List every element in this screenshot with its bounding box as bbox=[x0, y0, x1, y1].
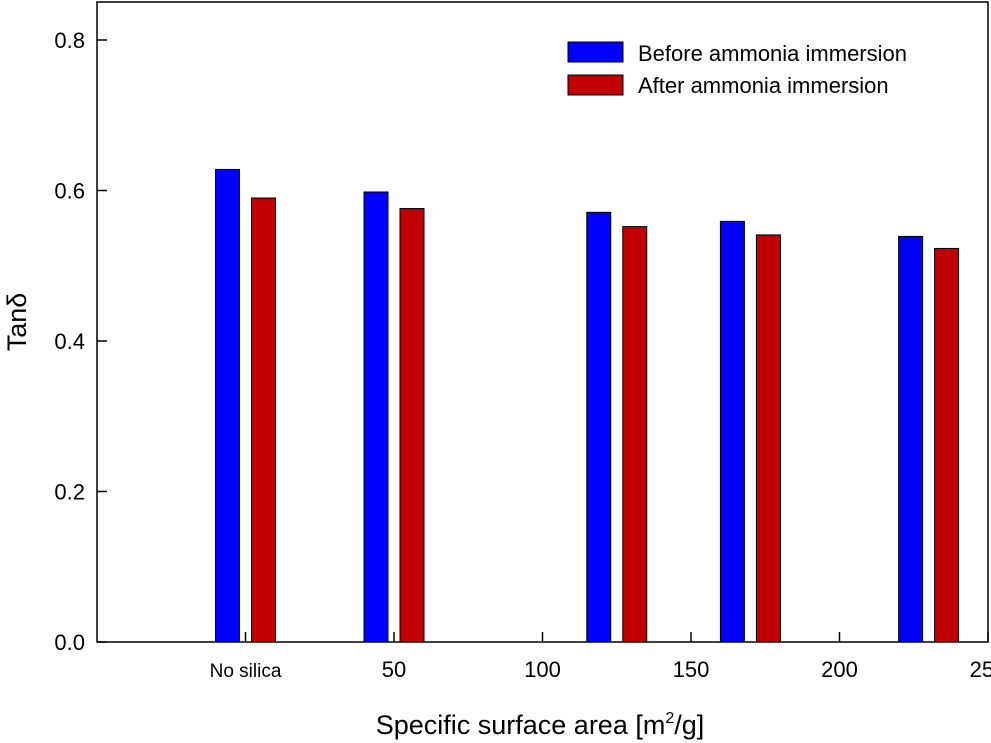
y-axis: 0.0 0.2 0.4 0.6 0.8 bbox=[54, 28, 107, 655]
bars bbox=[215, 168, 960, 643]
bar-after-4 bbox=[934, 247, 960, 643]
legend-swatch-after bbox=[567, 74, 624, 96]
x-axis: No silica 50 100 150 200 250 bbox=[210, 632, 991, 682]
x-tick-label: 200 bbox=[821, 657, 858, 682]
legend-label-after: After ammonia immersion bbox=[638, 73, 889, 98]
y-tick-label: 0.0 bbox=[54, 630, 85, 655]
x-tick-label: No silica bbox=[210, 661, 282, 682]
x-tick-label: 50 bbox=[382, 657, 406, 682]
bar-after-2 bbox=[622, 226, 648, 643]
bar-after-1 bbox=[399, 208, 425, 643]
x-tick-label: 150 bbox=[673, 657, 710, 682]
legend-swatch-before bbox=[567, 41, 624, 63]
bar-before-4 bbox=[898, 235, 924, 643]
legend: Before ammonia immersion After ammonia i… bbox=[567, 41, 907, 98]
y-axis-title: Tanδ bbox=[2, 293, 32, 352]
x-tick-label: 100 bbox=[524, 657, 561, 682]
y-tick-label: 0.8 bbox=[54, 28, 85, 53]
bar-after-0 bbox=[251, 197, 276, 643]
bar-after-3 bbox=[755, 234, 781, 643]
x-tick-label: 250 bbox=[970, 657, 991, 682]
bar-before-2 bbox=[586, 211, 612, 643]
x-axis-title: Specific surface area [m2/g] bbox=[376, 710, 705, 740]
y-tick-label: 0.2 bbox=[54, 480, 85, 505]
legend-label-before: Before ammonia immersion bbox=[638, 41, 907, 66]
y-tick-label: 0.6 bbox=[54, 179, 85, 204]
bar-before-0 bbox=[215, 168, 240, 643]
y-tick-label: 0.4 bbox=[54, 329, 85, 354]
bar-before-3 bbox=[719, 220, 745, 643]
bar-before-1 bbox=[363, 191, 389, 643]
